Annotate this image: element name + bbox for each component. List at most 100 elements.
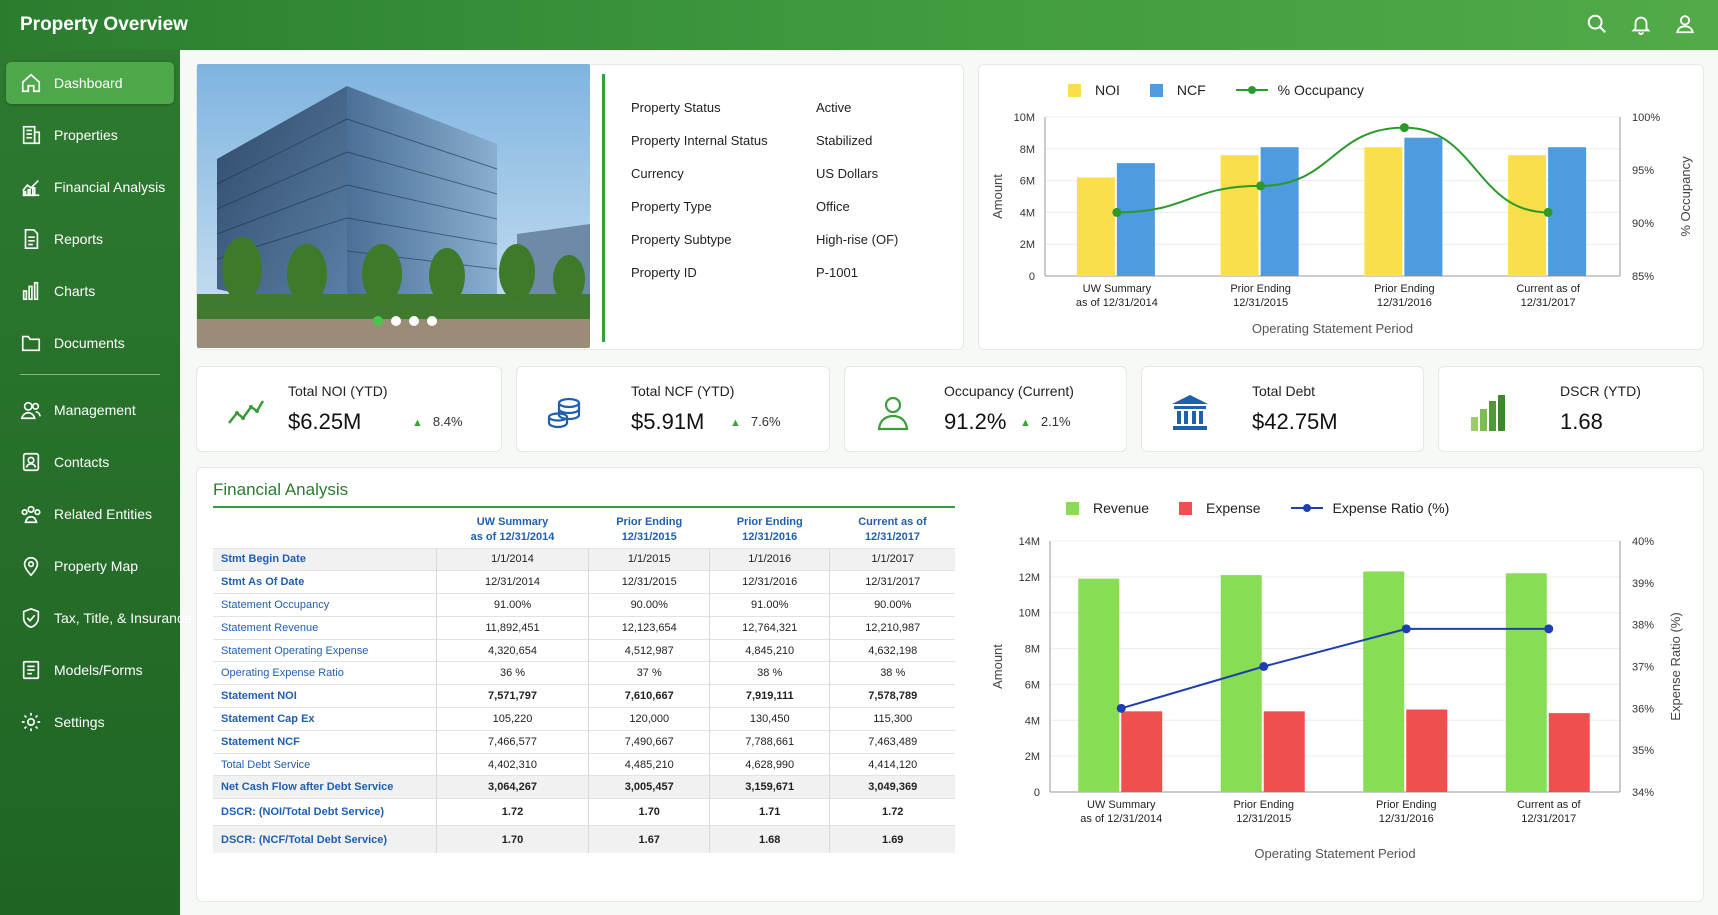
- sidebar-item-contacts[interactable]: Contacts: [6, 441, 174, 483]
- top-bar-icons: [1586, 13, 1698, 37]
- row-label: Statement NOI: [213, 684, 436, 708]
- kpi-value: 1.68: [1560, 409, 1603, 434]
- sidebar-item-property-map[interactable]: Property Map: [6, 545, 174, 587]
- noi-ncf-legend: NOI NCF % Occupancy: [1068, 82, 1394, 98]
- property-detail-value: P-1001: [816, 265, 858, 280]
- bar-chart-icon: [20, 280, 42, 302]
- carousel-dot[interactable]: [409, 316, 419, 326]
- carousel-dot[interactable]: [373, 316, 383, 326]
- gear-icon: [20, 711, 42, 733]
- table-cell: 12,764,321: [708, 615, 830, 640]
- table-column-header: Prior Ending 12/31/2016: [736, 515, 803, 543]
- search-icon[interactable]: [1586, 13, 1610, 37]
- sidebar-item-label: Charts: [54, 283, 96, 299]
- property-detail-key: Property ID: [631, 265, 697, 280]
- table-cell: 1.70: [588, 798, 710, 826]
- sidebar-item-models-forms[interactable]: Models/Forms: [6, 649, 174, 691]
- sidebar-item-properties[interactable]: Properties: [6, 114, 174, 156]
- bell-icon[interactable]: [1630, 13, 1654, 37]
- line-expense-ratio-: [1120, 627, 1549, 710]
- sidebar-item-management[interactable]: Management: [6, 389, 174, 431]
- row-label: Stmt Begin Date: [213, 547, 436, 571]
- table-row: Net Cash Flow after Debt Service 3,064,26…: [213, 775, 955, 799]
- kpi-card[interactable]: Total NCF (YTD) $5.91M 7.6%: [516, 366, 830, 452]
- table-row: Stmt As Of Date 12/31/2014 12/31/2015 12/31…: [213, 570, 955, 594]
- kpi-card[interactable]: Total NOI (YTD) $6.25M 8.4%: [196, 366, 502, 452]
- table-row: DSCR: (NCF/Total Debt Service) 1.70 1.67 1.…: [213, 825, 955, 853]
- carousel-dot[interactable]: [427, 316, 437, 326]
- x-axis-label: Operating Statement Period: [1254, 846, 1415, 861]
- bar-ncf: [1548, 147, 1587, 276]
- y-right-axis-label: Expense Ratio (%): [1668, 612, 1683, 720]
- kpi-value: $6.25M: [288, 409, 362, 434]
- carousel-dots: [373, 316, 437, 326]
- table-cell: 1.71: [708, 798, 830, 826]
- table-cell: 7,490,667: [588, 729, 710, 754]
- y-tick-label: 4M: [1020, 207, 1035, 219]
- table-cell: 11,892,451: [435, 615, 589, 640]
- noi-ncf-chart: 0 2M 4M 6M 8M 10M 85% 90% 95% 100% UW Summary as of…: [990, 112, 1693, 336]
- x-tick-label: 12/31/2017: [1521, 297, 1576, 309]
- sidebar-item-financial-analysis[interactable]: Financial Analysis: [6, 166, 174, 208]
- folder-icon: [20, 332, 42, 354]
- x-tick-label: Prior Ending: [1230, 283, 1291, 295]
- x-tick-label: Prior Ending: [1374, 283, 1435, 295]
- table-cell: 4,632,198: [829, 638, 955, 662]
- x-tick-label: Prior Ending: [1233, 799, 1294, 811]
- sidebar-item-settings[interactable]: Settings: [6, 701, 174, 743]
- table-header-blank: [213, 512, 436, 548]
- sidebar-item-reports[interactable]: Reports: [6, 218, 174, 260]
- line-point: [1399, 123, 1409, 133]
- kpi-card[interactable]: DSCR (YTD) 1.68: [1438, 366, 1704, 452]
- property-divider: [602, 74, 605, 342]
- sidebar-item-documents[interactable]: Documents: [6, 322, 174, 364]
- y-right-tick-label: 37%: [1632, 662, 1654, 674]
- shield-icon: [20, 607, 42, 629]
- legend-item-noi: NOI: [1068, 82, 1120, 98]
- property-detail-row: Currency US Dollars: [631, 166, 898, 199]
- bars-icon: [1467, 393, 1507, 433]
- y-tick-label: 14M: [1019, 536, 1040, 548]
- kpi-card[interactable]: Total Debt $42.75M: [1141, 366, 1424, 452]
- carousel-dot[interactable]: [391, 316, 401, 326]
- sidebar-item-label: Reports: [54, 231, 104, 247]
- y-tick-label: 2M: [1020, 239, 1035, 251]
- kpi-label: Total NCF (YTD): [631, 383, 735, 399]
- kpi-card[interactable]: Occupancy (Current) 91.2% 2.1%: [844, 366, 1127, 452]
- table-cell: 105,220: [435, 707, 589, 731]
- table-row: Statement Cap Ex 105,220 120,000 130,450 115…: [213, 707, 955, 731]
- kpi-delta: 7.6%: [730, 414, 781, 429]
- table-cell: 7,610,667: [588, 684, 710, 708]
- table-cell: 120,000: [588, 707, 710, 731]
- table-cell: 1/1/2015: [588, 547, 710, 571]
- sidebar-item-tax-title-insurance[interactable]: Tax, Title, & Insurance: [6, 597, 192, 639]
- sidebar-item-charts[interactable]: Charts: [6, 270, 174, 312]
- table-cell: 1.68: [708, 825, 830, 853]
- line-point: [1116, 703, 1126, 713]
- bar-noi: [1364, 147, 1403, 276]
- sidebar-item-related-entities[interactable]: Related Entities: [6, 493, 174, 535]
- sidebar-item-label: Settings: [54, 714, 105, 730]
- legend-label: Expense Ratio (%): [1332, 500, 1450, 516]
- property-detail-key: Property Type: [631, 199, 712, 214]
- kpi-label: DSCR (YTD): [1560, 383, 1641, 399]
- bar-revenue: [1078, 578, 1120, 792]
- table-cell: 7,788,661: [708, 729, 830, 754]
- y-axis-label: Amount: [990, 644, 1005, 689]
- y-right-tick-label: 35%: [1632, 745, 1654, 757]
- table-cell: 1/1/2014: [435, 547, 589, 571]
- sidebar-item-dashboard[interactable]: Dashboard: [6, 62, 174, 104]
- legend-item-expense: Expense: [1179, 500, 1261, 516]
- property-detail-value: US Dollars: [816, 166, 879, 181]
- sidebar-item-label: Documents: [54, 335, 125, 351]
- table-cell: 90.00%: [829, 593, 955, 617]
- y-right-tick-label: 85%: [1632, 271, 1654, 283]
- sidebar-divider: [20, 374, 160, 375]
- table-row: Total Debt Service 4,402,310 4,485,210 4,62…: [213, 752, 955, 776]
- kpi-value: 91.2%: [944, 409, 1007, 434]
- user-icon[interactable]: [1674, 13, 1698, 37]
- table-cell: 4,628,990: [708, 752, 830, 776]
- bar-noi: [1220, 155, 1259, 276]
- group-icon: [20, 503, 42, 525]
- y-right-tick-label: 100%: [1632, 112, 1660, 124]
